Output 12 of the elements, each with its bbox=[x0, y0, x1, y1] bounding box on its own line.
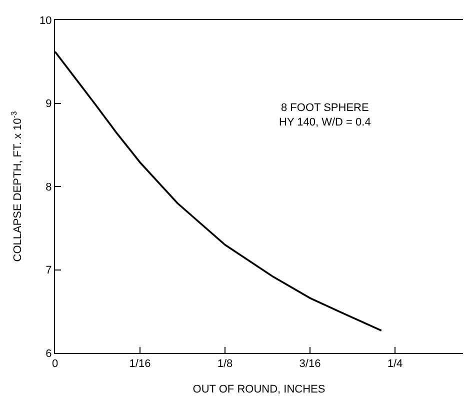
x-tick-label: 3/16 bbox=[299, 358, 321, 370]
y-tick-label: 7 bbox=[46, 264, 52, 277]
y-tick-label: 6 bbox=[46, 348, 52, 360]
y-tick-label: 9 bbox=[46, 98, 52, 110]
x-tick-label: 1/8 bbox=[217, 358, 233, 370]
annotation: 8 FOOT SPHERE HY 140, W/D = 0.4 bbox=[279, 102, 371, 128]
x-axis-title: OUT OF ROUND, INCHES bbox=[192, 383, 326, 396]
y-tick-label: 8 bbox=[46, 181, 52, 194]
x-tick-label: 1/16 bbox=[129, 358, 151, 370]
x-tick-label: 0 bbox=[52, 358, 58, 370]
y-tick-label: 10 bbox=[40, 14, 52, 27]
x-tick-label: 1/4 bbox=[387, 358, 403, 370]
